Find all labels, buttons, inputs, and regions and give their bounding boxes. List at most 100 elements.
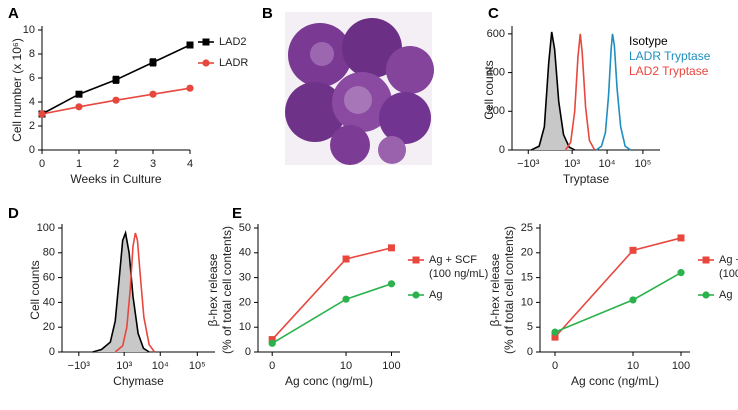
marker	[677, 234, 685, 242]
y-tick-label: 15	[521, 272, 533, 284]
nucleus	[310, 42, 334, 66]
y-tick-label: 20	[43, 321, 55, 333]
y-tick-label: 20	[239, 296, 251, 308]
legend-label: LADR Tryptase	[629, 49, 711, 63]
y-axis-label: β-hex release	[206, 253, 220, 326]
y-tick-label: 0	[527, 346, 533, 358]
micrograph	[285, 12, 434, 165]
y-tick-label: 0	[245, 346, 251, 358]
line	[92, 230, 150, 353]
marker	[551, 333, 559, 341]
marker	[412, 291, 420, 299]
marker	[268, 336, 276, 344]
y-tick-label: 10	[521, 296, 533, 308]
y-tick-label: 600	[487, 28, 505, 40]
y-axis-label: (% of total cell contents)	[502, 226, 516, 354]
x-tick-label: 0	[552, 360, 558, 372]
x-tick-label: 10⁴	[152, 360, 169, 372]
line	[530, 31, 576, 151]
y-tick-label: 40	[239, 247, 251, 259]
y-axis-label: β-hex release	[488, 253, 502, 326]
x-tick-label: 0	[39, 158, 45, 170]
nucleus	[344, 86, 372, 114]
x-tick-label: 100	[382, 360, 400, 372]
marker	[268, 339, 276, 347]
marker	[112, 76, 120, 84]
y-tick-label: 10	[23, 24, 35, 36]
y-tick-label: 0	[49, 346, 55, 358]
x-tick-label: 4	[187, 158, 193, 170]
marker	[202, 59, 210, 67]
y-axis-label: Cell number (x 10⁶)	[10, 38, 24, 142]
line	[114, 232, 156, 353]
x-axis-label: Chymase	[113, 374, 164, 388]
marker	[75, 103, 83, 111]
x-axis-label: Ag conc (ng/mL)	[571, 374, 659, 388]
line	[595, 33, 631, 151]
x-tick-label: 3	[150, 158, 156, 170]
panel-letter: B	[262, 5, 273, 22]
marker	[112, 96, 120, 104]
y-axis-label: Cell counts	[28, 260, 42, 319]
y-tick-label: 10	[239, 321, 251, 333]
legend-label: Isotype	[629, 34, 668, 48]
legend-label: LAD2 Tryptase	[629, 64, 709, 78]
marker	[702, 256, 710, 264]
y-tick-label: 30	[239, 272, 251, 284]
y-tick-label: 60	[43, 272, 55, 284]
legend-label: Ag	[719, 289, 732, 301]
cell	[330, 125, 370, 165]
marker	[629, 296, 637, 304]
x-tick-label: 1	[76, 158, 82, 170]
x-tick-label: 10⁴	[599, 158, 616, 170]
line	[271, 247, 392, 341]
panel-letter: E	[232, 205, 242, 222]
area	[531, 31, 575, 150]
x-tick-label: 10	[340, 360, 352, 372]
panel-letter: A	[8, 5, 19, 22]
x-axis-label: Tryptase	[563, 172, 610, 186]
y-tick-label: 25	[521, 222, 533, 234]
x-tick-label: 10⁵	[634, 158, 651, 170]
y-tick-label: 2	[29, 120, 35, 132]
legend-label: Ag + SCF	[429, 254, 477, 266]
marker	[342, 295, 350, 303]
y-tick-label: 80	[43, 247, 55, 259]
marker	[149, 90, 157, 98]
marker	[186, 84, 194, 92]
line	[271, 283, 392, 345]
y-axis-label: Cell counts	[482, 60, 496, 119]
marker	[75, 90, 83, 98]
line	[554, 237, 682, 338]
legend-label: Ag + SCF	[719, 254, 738, 266]
cell	[386, 46, 434, 94]
x-tick-label: 10³	[564, 158, 580, 170]
x-axis-label: Ag conc (ng/mL)	[285, 374, 373, 388]
y-tick-label: 40	[43, 296, 55, 308]
x-tick-label: 100	[672, 360, 690, 372]
legend-label: Ag	[429, 289, 442, 301]
y-tick-label: 20	[521, 247, 533, 259]
x-tick-label: 10⁵	[189, 360, 206, 372]
legend-label: LADR	[219, 57, 248, 69]
y-tick-label: 100	[37, 222, 55, 234]
marker	[702, 291, 710, 299]
legend-note: (100 ng/mL)	[719, 268, 738, 280]
y-tick-label: 6	[29, 72, 35, 84]
panel-letter: D	[8, 205, 19, 222]
x-tick-label: 2	[113, 158, 119, 170]
marker	[38, 110, 46, 118]
y-tick-label: 0	[499, 144, 505, 156]
y-tick-label: 400	[487, 66, 505, 78]
x-tick-label: 0	[269, 360, 275, 372]
x-tick-label: 10	[627, 360, 639, 372]
area	[92, 232, 150, 352]
y-axis-label: (% of total cell contents)	[220, 226, 234, 354]
marker	[677, 269, 685, 277]
x-tick-label: 10³	[116, 360, 132, 372]
marker	[412, 256, 420, 264]
panel-letter: C	[488, 5, 499, 22]
cell	[342, 18, 402, 78]
legend-label: LAD2	[219, 36, 247, 48]
